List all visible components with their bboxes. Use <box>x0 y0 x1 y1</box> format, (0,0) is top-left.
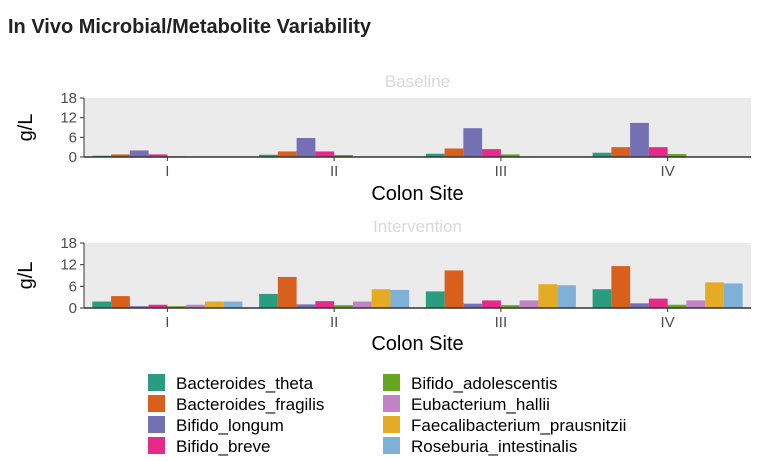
y-axis-title: g/L <box>15 262 37 290</box>
bar-eubacterium-hallii-ii <box>352 301 372 308</box>
legend-label: Bacteroides_theta <box>176 374 314 393</box>
x-tick-label: I <box>165 314 169 331</box>
bar-bacteroides-fragilis-i <box>111 296 130 308</box>
bar-faecalibacterium-prausnitzii-iv <box>705 282 724 308</box>
panel-strip-label: Intervention <box>373 217 462 236</box>
bar-roseburia-intestinalis-i <box>223 301 243 308</box>
bar-bifido-longum-ii <box>296 304 316 308</box>
bar-bifido-longum-iv <box>630 122 649 157</box>
bar-bacteroides-theta-ii <box>259 154 278 157</box>
x-tick-label: II <box>330 163 338 180</box>
bar-bifido-adolescentis-ii <box>334 305 353 308</box>
bar-bifido-adolescentis-iii <box>500 305 520 308</box>
bar-bifido-longum-iii <box>463 303 483 308</box>
y-tick-label: 6 <box>69 278 77 295</box>
bar-bifido-breve-i <box>148 154 168 157</box>
bar-faecalibacterium-prausnitzii-iii <box>538 284 558 308</box>
bar-bacteroides-theta-iv <box>592 289 612 308</box>
x-tick-label: III <box>495 314 508 331</box>
x-axis-title: Colon Site <box>371 183 463 205</box>
bar-bifido-adolescentis-ii <box>334 155 353 157</box>
legend-label: Bifido_adolescentis <box>411 374 557 393</box>
bar-bifido-breve-ii <box>315 151 335 157</box>
legend-label: Faecalibacterium_prausnitzii <box>411 416 626 435</box>
bar-bacteroides-theta-iv <box>592 152 612 157</box>
bar-bifido-breve-ii <box>315 301 335 308</box>
bar-bifido-longum-i <box>129 306 149 308</box>
legend: Bacteroides_theta Bacteroides_fragilis Bif… <box>148 374 626 456</box>
bar-bifido-breve-iv <box>648 147 668 157</box>
legend-key-bifido-longum <box>148 416 165 433</box>
y-tick-label: 18 <box>60 235 77 252</box>
legend-key-faecalibacterium-prausnitzii <box>383 416 400 433</box>
bar-roseburia-intestinalis-ii <box>390 289 410 308</box>
bar-bifido-adolescentis-iii <box>500 154 520 157</box>
y-tick-label: 0 <box>69 300 77 317</box>
legend-key-bacteroides-fragilis <box>148 395 165 412</box>
bar-bacteroides-theta-i <box>92 301 112 308</box>
x-tick-label: I <box>165 163 169 180</box>
bar-bifido-adolescentis-iv <box>667 154 687 157</box>
x-tick-label: II <box>330 314 338 331</box>
bar-bacteroides-theta-iii <box>425 291 445 308</box>
bar-eubacterium-hallii-iv <box>686 300 706 308</box>
bar-bacteroides-fragilis-ii <box>277 151 297 157</box>
x-tick-label: III <box>495 163 508 180</box>
bar-bifido-breve-iii <box>482 149 501 157</box>
bar-bacteroides-fragilis-iii <box>444 148 464 157</box>
panel-strip-label: Baseline <box>385 72 450 91</box>
y-axis-title: g/L <box>15 114 37 142</box>
bar-bifido-breve-iv <box>648 298 668 308</box>
legend-key-eubacterium-hallii <box>383 395 400 412</box>
bar-bacteroides-theta-ii <box>259 293 278 308</box>
bar-eubacterium-hallii-i <box>186 304 205 308</box>
y-tick-label: 18 <box>60 90 77 107</box>
legend-label: Eubacterium_hallii <box>411 395 550 414</box>
bar-faecalibacterium-prausnitzii-i <box>204 301 224 308</box>
legend-key-bifido-adolescentis <box>383 374 400 391</box>
y-tick-label: 12 <box>60 110 77 127</box>
bar-bacteroides-fragilis-ii <box>277 276 297 308</box>
bar-bifido-breve-i <box>148 304 168 308</box>
bar-bacteroides-fragilis-i <box>111 154 130 157</box>
bar-bifido-longum-iv <box>630 303 649 308</box>
bar-bifido-longum-iii <box>463 128 483 157</box>
y-tick-label: 6 <box>69 129 77 146</box>
plot-background <box>84 243 751 308</box>
x-tick-label: IV <box>661 314 675 331</box>
legend-key-bifido-breve <box>148 437 165 454</box>
bar-bifido-adolescentis-i <box>167 306 187 308</box>
legend-key-roseburia-intestinalis <box>383 437 400 454</box>
legend-label: Bacteroides_fragilis <box>176 395 324 414</box>
legend-label: Bifido_breve <box>176 437 271 456</box>
chart-title: In Vivo Microbial/Metabolite Variability <box>8 16 372 38</box>
legend-label: Roseburia_intestinalis <box>411 437 577 456</box>
bar-bifido-adolescentis-iv <box>667 304 687 308</box>
bar-faecalibacterium-prausnitzii-ii <box>371 289 391 308</box>
legend-key-bacteroides-theta <box>148 374 165 391</box>
bar-roseburia-intestinalis-iii <box>557 285 576 308</box>
bar-bifido-breve-iii <box>482 300 501 308</box>
y-tick-label: 12 <box>60 257 77 274</box>
bar-bacteroides-fragilis-iv <box>611 266 631 308</box>
y-tick-label: 0 <box>69 149 77 166</box>
bar-bifido-longum-ii <box>296 137 316 157</box>
bar-bacteroides-fragilis-iii <box>444 270 464 308</box>
bar-bacteroides-fragilis-iv <box>611 147 631 157</box>
x-tick-label: IV <box>661 163 675 180</box>
x-axis-title: Colon Site <box>371 333 463 355</box>
bar-roseburia-intestinalis-iv <box>723 283 743 308</box>
bar-bacteroides-theta-iii <box>425 153 445 157</box>
bar-eubacterium-hallii-iii <box>519 300 539 308</box>
bar-bifido-longum-i <box>129 150 149 157</box>
legend-label: Bifido_longum <box>176 416 284 435</box>
